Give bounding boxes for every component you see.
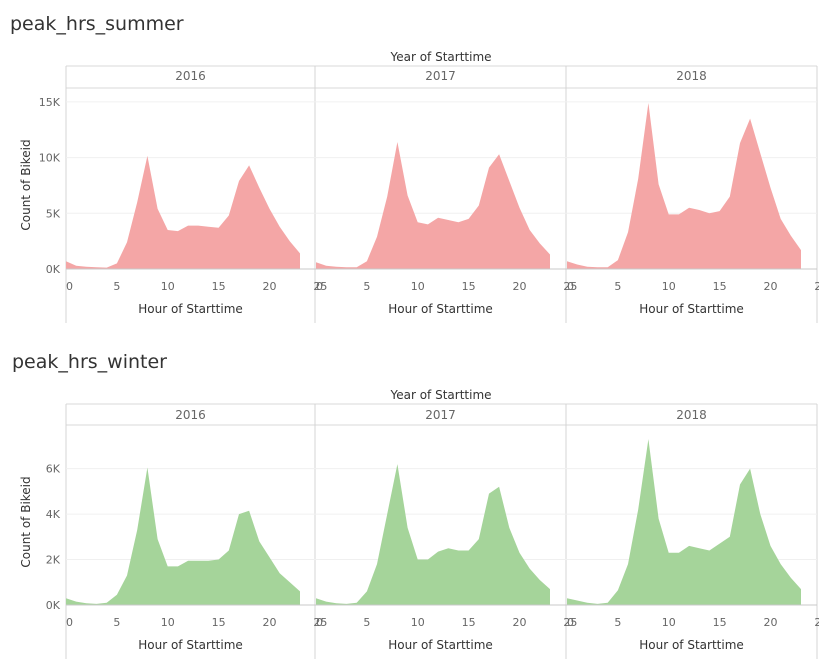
x-axis-label: Hour of Starttime [138,638,243,652]
area-series-winter [567,439,801,605]
x-tick-label: 20 [512,280,526,293]
x-axis-label: Hour of Starttime [639,638,744,652]
x-tick-label: 10 [411,616,425,629]
y-tick-label: 6K [46,463,61,476]
y-tick-label: 4K [46,508,61,521]
x-tick-label: 10 [662,616,676,629]
year-label: 2016 [175,408,206,422]
y-tick-label: 0K [46,263,61,276]
chart-2: peak_hrs_winter Year of Starttime 0K 2K 4K 6K… [12,351,819,659]
y-axis-label: Count of Bikeid [19,476,33,567]
panel-2017: 2017 0 5 10 15 20 25 Hour of Starttime [315,408,577,652]
x-tick-label: 5 [614,280,621,293]
x-tick-label: 0 [316,616,323,629]
x-tick-label: 0 [316,280,323,293]
x-tick-label: 0 [567,280,574,293]
panel-2016: 2016 0 5 10 15 20 25 Hour of Starttime [66,69,327,316]
year-label: 2018 [676,69,707,83]
year-label: 2017 [425,69,456,83]
x-tick-label: 0 [567,616,574,629]
x-tick-label: 5 [113,616,120,629]
x-tick-label: 20 [763,280,777,293]
x-tick-label: 25 [563,616,577,629]
x-tick-label: 20 [512,616,526,629]
y-tick-label: 0K [46,599,61,612]
x-tick-label: 0 [66,280,73,293]
x-axis-label: Hour of Starttime [639,302,744,316]
column-header: Year of Starttime [389,50,491,64]
panel-2018: 2018 0 5 10 15 20 25 Hour of Starttime [566,408,819,652]
x-tick-label: 5 [363,616,370,629]
x-tick-label: 25 [563,280,577,293]
x-axis-label: Hour of Starttime [388,638,493,652]
x-tick-label: 20 [262,616,276,629]
area-series-summer [567,103,801,269]
area-series-winter [66,467,300,605]
x-tick-label: 15 [462,616,476,629]
year-label: 2018 [676,408,707,422]
area-series-summer [66,155,300,269]
x-tick-label: 0 [66,616,73,629]
x-tick-label: 20 [763,616,777,629]
x-tick-label: 15 [713,280,727,293]
column-header: Year of Starttime [389,388,491,402]
chart-title: peak_hrs_summer [10,13,184,35]
y-tick-label: 15K [39,96,61,109]
x-axis-label: Hour of Starttime [138,302,243,316]
area-series-summer [316,142,550,269]
x-tick-label: 5 [113,280,120,293]
y-tick-label: 10K [39,152,61,165]
x-tick-label: 10 [662,280,676,293]
x-tick-label: 25 [814,280,819,293]
chart-title: peak_hrs_winter [12,351,167,373]
x-tick-label: 5 [363,280,370,293]
x-tick-label: 10 [411,280,425,293]
x-tick-label: 15 [212,280,226,293]
panel-2017: 2017 0 5 10 15 20 25 Hour of Starttime [315,69,577,316]
chart-1: peak_hrs_summer Year of Starttime 0K 5K 10K 1… [10,13,819,323]
x-tick-label: 15 [713,616,727,629]
x-tick-label: 25 [814,616,819,629]
x-tick-label: 25 [313,616,327,629]
x-tick-label: 20 [262,280,276,293]
x-tick-label: 15 [212,616,226,629]
x-tick-label: 25 [313,280,327,293]
year-label: 2016 [175,69,206,83]
x-tick-label: 5 [614,616,621,629]
panel-2016: 2016 0 5 10 15 20 25 Hour of Starttime [66,408,327,652]
area-series-winter [316,464,550,605]
x-tick-label: 15 [462,280,476,293]
y-tick-label: 2K [46,554,61,567]
panel-2018: 2018 0 5 10 15 20 25 Hour of Starttime [566,69,819,316]
y-tick-label: 5K [46,207,61,220]
x-tick-label: 10 [161,616,175,629]
y-axis-label: Count of Bikeid [19,139,33,230]
x-axis-label: Hour of Starttime [388,302,493,316]
x-tick-label: 10 [161,280,175,293]
year-label: 2017 [425,408,456,422]
